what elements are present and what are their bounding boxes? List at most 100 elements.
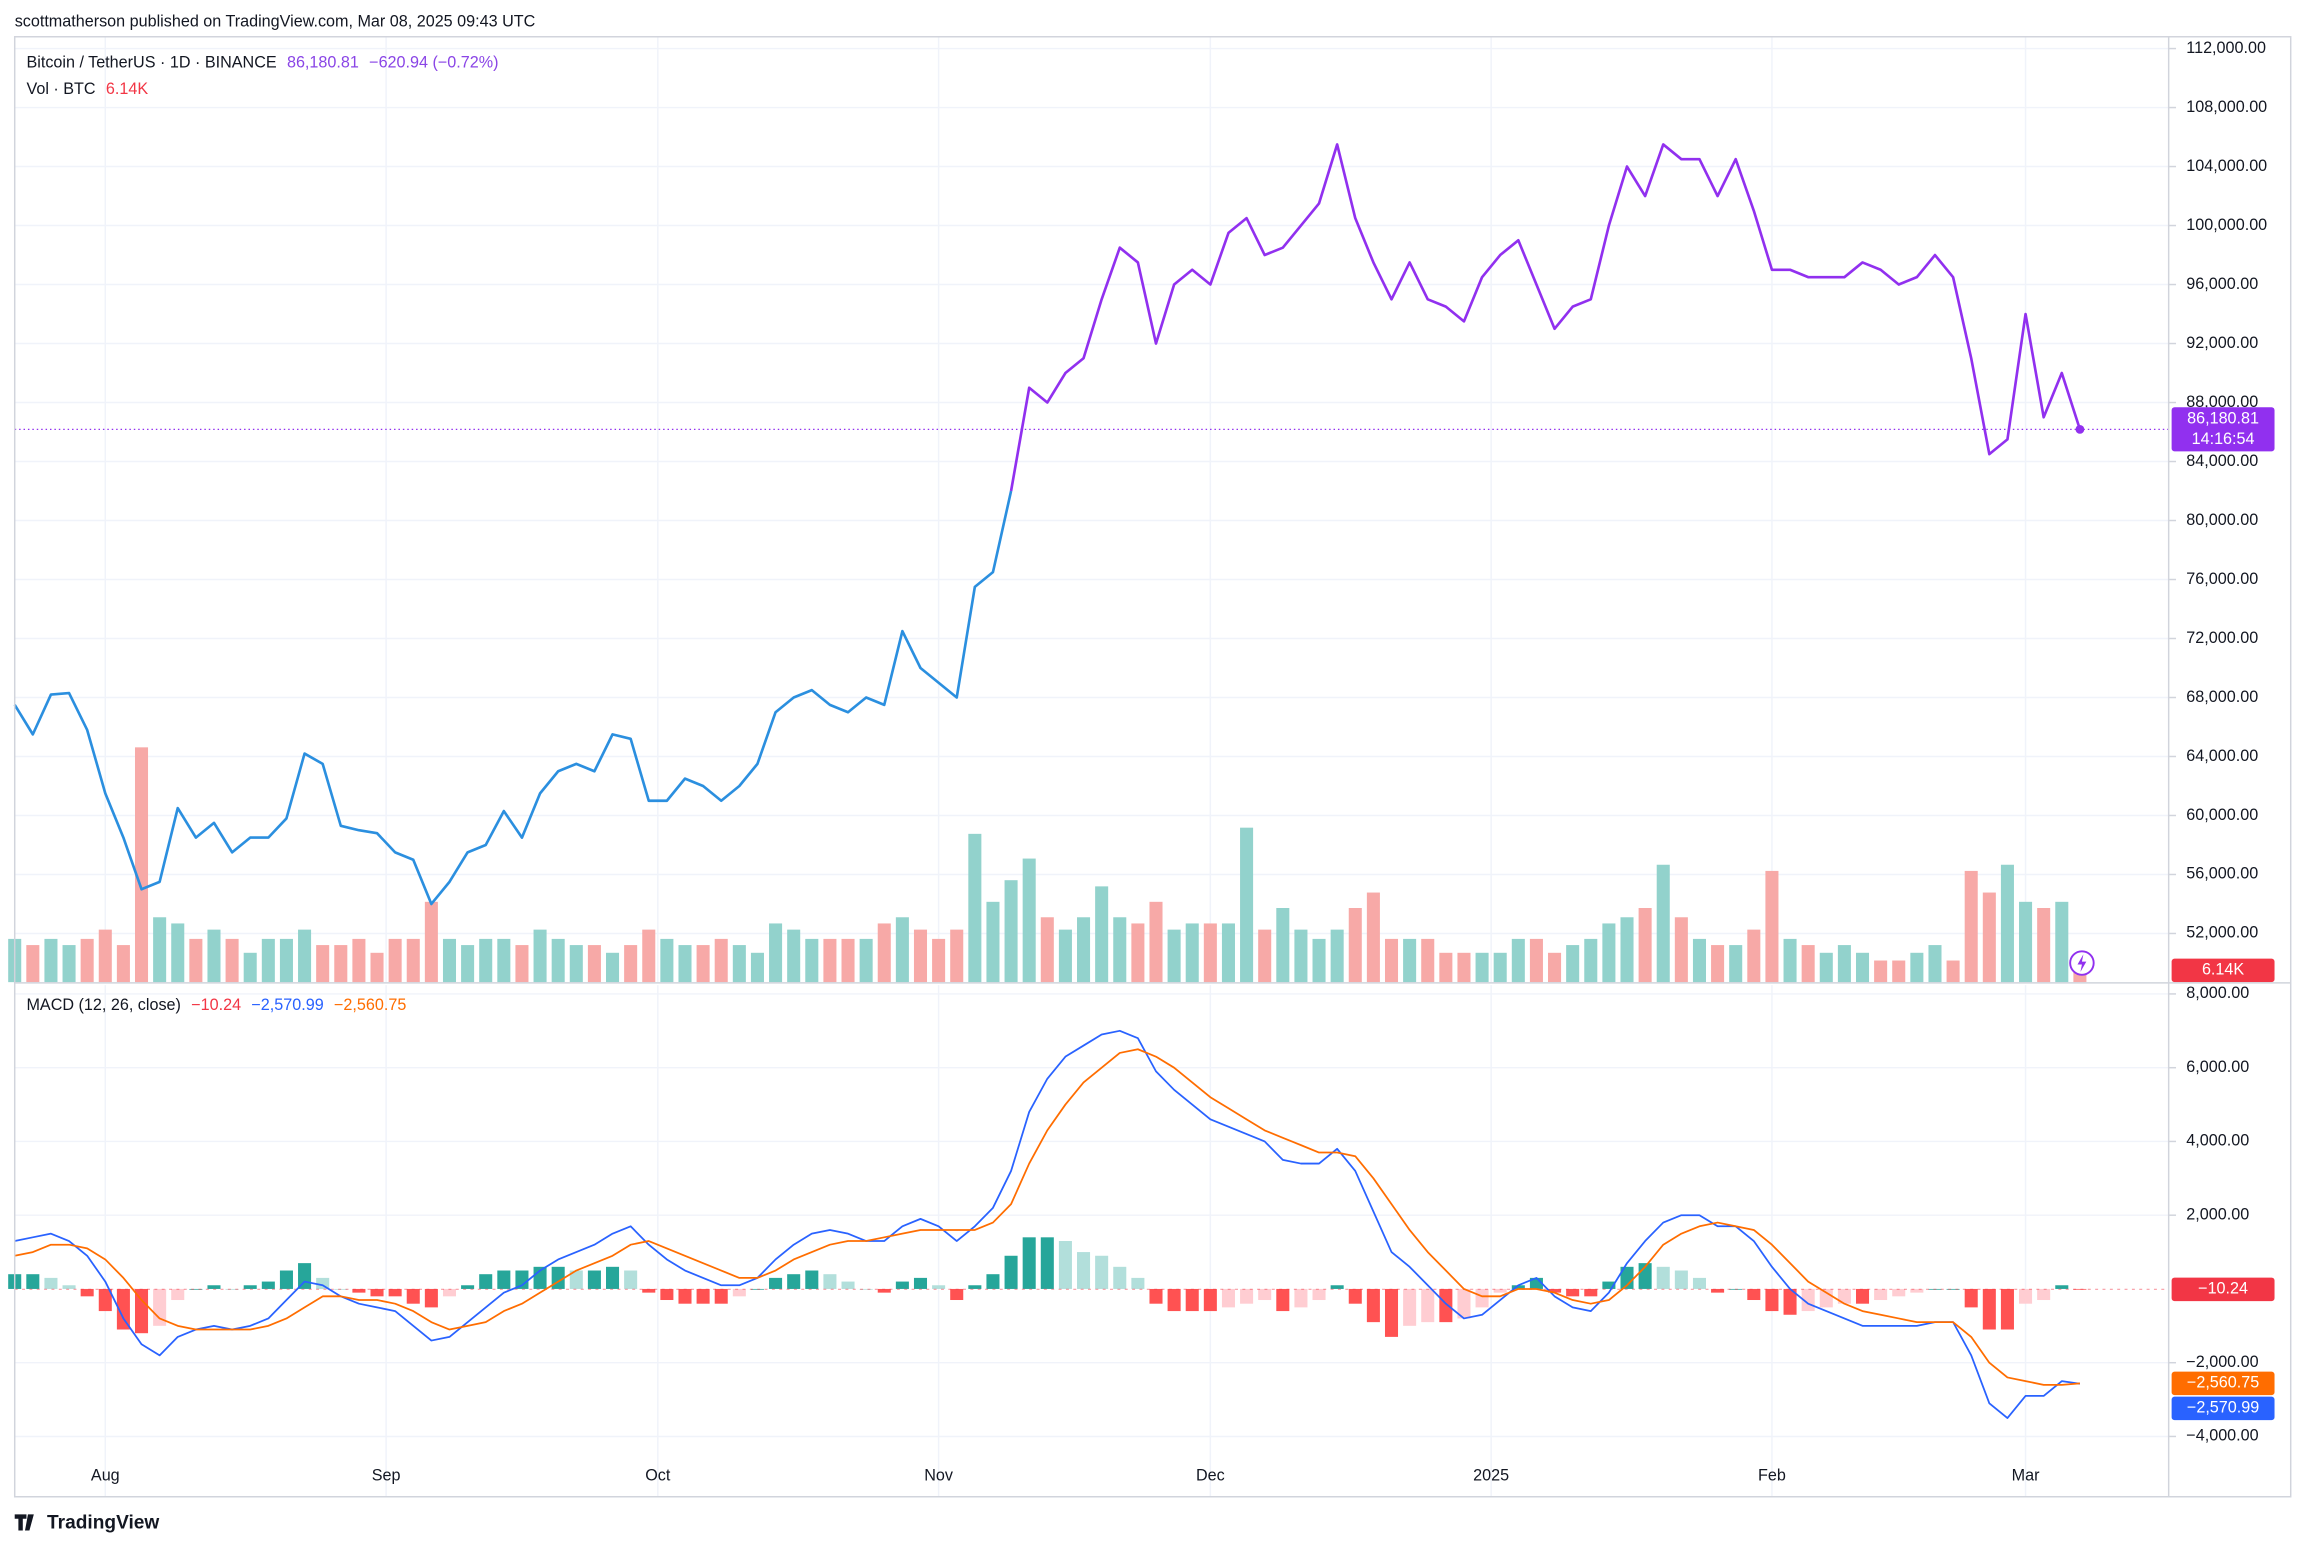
volume-bar bbox=[823, 938, 837, 983]
histogram-bar bbox=[2000, 1288, 2014, 1330]
volume-bar bbox=[279, 938, 293, 983]
histogram-bar bbox=[62, 1285, 76, 1289]
volume-bar bbox=[225, 938, 239, 983]
histogram-bar bbox=[1602, 1281, 1616, 1289]
volume-bar bbox=[26, 945, 40, 983]
volume-bar bbox=[1294, 929, 1308, 983]
x-tick-label: Feb bbox=[1758, 1466, 1786, 1484]
histogram-bar bbox=[1874, 1288, 1888, 1301]
histogram-bar bbox=[1674, 1270, 1688, 1289]
histogram-bar bbox=[261, 1281, 275, 1289]
legend-macd: −2,570.99 bbox=[251, 996, 323, 1014]
volume-bar bbox=[750, 952, 764, 983]
volume-bar bbox=[533, 929, 547, 983]
signal-label-box bbox=[2171, 1371, 2275, 1396]
histogram-bar bbox=[461, 1285, 475, 1289]
histogram-bar bbox=[1131, 1277, 1145, 1289]
volume-bar bbox=[1819, 952, 1833, 983]
histogram-bar bbox=[1240, 1288, 1254, 1304]
histogram-bar bbox=[714, 1288, 728, 1304]
volume-bar bbox=[950, 929, 964, 983]
volume-bar bbox=[1330, 929, 1344, 983]
volume-bar bbox=[1692, 938, 1706, 983]
volume-bar bbox=[1837, 945, 1851, 983]
histogram-bar bbox=[2073, 1288, 2087, 1290]
volume-bar bbox=[2055, 901, 2069, 983]
histogram-bar bbox=[442, 1288, 457, 1297]
volume-bar bbox=[1910, 952, 1924, 983]
histogram-bar bbox=[80, 1288, 94, 1297]
volume-bar bbox=[696, 945, 710, 983]
histogram-bar bbox=[660, 1288, 674, 1301]
volume-bar bbox=[624, 945, 638, 983]
volume-bar bbox=[1493, 952, 1507, 983]
histogram-bar bbox=[624, 1270, 638, 1289]
volume-bar bbox=[1475, 952, 1489, 983]
legend-volume-value: 6.14K bbox=[106, 80, 148, 98]
histogram-bar bbox=[2055, 1285, 2069, 1289]
volume-bar bbox=[207, 929, 221, 983]
volume-bar bbox=[442, 938, 457, 983]
volume-bar bbox=[1149, 901, 1163, 983]
histogram-bar bbox=[26, 1274, 40, 1289]
volume-bar bbox=[932, 938, 946, 983]
volume-bar bbox=[913, 929, 928, 983]
volume-bar bbox=[1403, 938, 1417, 983]
volume-bar bbox=[986, 901, 1000, 983]
volume-bar bbox=[1765, 870, 1779, 983]
histogram-bar bbox=[1765, 1288, 1779, 1312]
histogram-bar bbox=[44, 1277, 58, 1289]
legend-signal: −2,560.75 bbox=[334, 996, 406, 1014]
volume-bar bbox=[1131, 923, 1145, 983]
legend-change: −620.94 (−0.72%) bbox=[369, 53, 498, 71]
histogram-bar bbox=[1022, 1237, 1036, 1289]
histogram-bar bbox=[1095, 1255, 1109, 1289]
histogram-bar bbox=[1584, 1288, 1598, 1297]
volume-bar bbox=[606, 952, 620, 983]
y-tick-label: 96,000.00 bbox=[2186, 275, 2258, 293]
volume-bar bbox=[1004, 880, 1018, 983]
volume-bar bbox=[1747, 929, 1761, 983]
price-line bbox=[13, 490, 1013, 906]
volume-bar bbox=[1312, 938, 1326, 983]
histogram-bar bbox=[279, 1270, 293, 1289]
y-tick-label: 68,000.00 bbox=[2186, 688, 2258, 706]
y-tick-label: 56,000.00 bbox=[2186, 865, 2258, 883]
volume-bar bbox=[1421, 938, 1435, 983]
histogram-bar bbox=[642, 1288, 656, 1293]
volume-bar bbox=[316, 945, 330, 983]
volume-bar bbox=[1040, 917, 1054, 983]
histogram-bar bbox=[1783, 1288, 1797, 1315]
volume-bar bbox=[1221, 923, 1235, 983]
histogram-bar bbox=[1692, 1277, 1706, 1289]
histogram-bar bbox=[1294, 1288, 1308, 1308]
x-tick-label: Oct bbox=[645, 1466, 671, 1484]
volume-bar bbox=[1656, 864, 1670, 983]
histogram-bar bbox=[968, 1285, 982, 1289]
volume-bar bbox=[1674, 917, 1688, 983]
histogram-bar bbox=[932, 1285, 946, 1289]
histogram-bar bbox=[841, 1281, 855, 1289]
volume-bar bbox=[1801, 945, 1815, 983]
frame bbox=[13, 36, 2292, 1498]
volume-bar bbox=[569, 945, 583, 983]
y-tick-label: 64,000.00 bbox=[2186, 747, 2258, 765]
histogram-bar bbox=[1548, 1288, 1562, 1293]
volume-bar bbox=[642, 929, 656, 983]
volume-bar bbox=[1620, 917, 1634, 983]
volume-bar bbox=[1203, 923, 1217, 983]
volume-bar bbox=[424, 901, 438, 983]
volume-bar bbox=[1548, 952, 1562, 983]
y-tick-label: −2,000.00 bbox=[2186, 1353, 2258, 1371]
volume-bar bbox=[80, 938, 94, 983]
volume-bar bbox=[1240, 827, 1254, 983]
plot-layer: 52,000.00 56,000.00 60,000.00 64,000.00 68,0… bbox=[8, 36, 2275, 1497]
volume-bar bbox=[62, 945, 76, 983]
volume-bar bbox=[877, 923, 891, 983]
volume-bar bbox=[189, 938, 203, 983]
volume-bar bbox=[1711, 945, 1725, 983]
volume-bar bbox=[1058, 929, 1072, 983]
histogram-bar bbox=[1312, 1288, 1326, 1301]
price-label-box bbox=[2171, 407, 2275, 452]
x-tick-label: Mar bbox=[2012, 1466, 2040, 1484]
